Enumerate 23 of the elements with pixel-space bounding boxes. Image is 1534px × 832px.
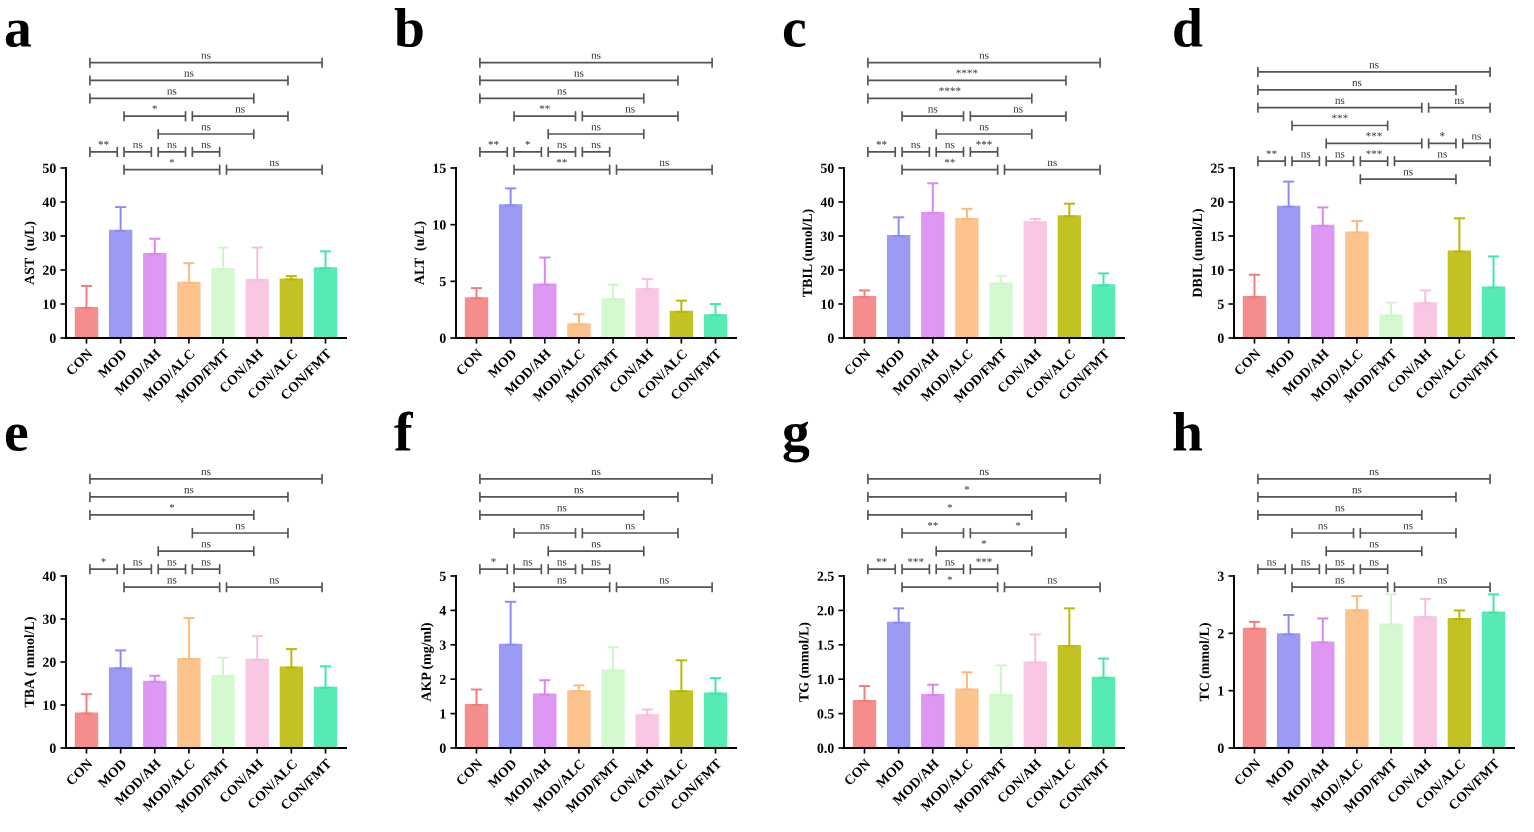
chart-title: h — [1173, 412, 1203, 451]
bar — [955, 217, 979, 338]
chart-title: g — [783, 421, 810, 463]
chart-title: f — [394, 411, 414, 451]
chart-title: a — [5, 20, 31, 48]
bar — [669, 310, 694, 338]
bar — [635, 714, 659, 748]
chart-title: d — [1174, 8, 1203, 48]
chart-title: e — [5, 424, 28, 452]
bar — [1023, 221, 1047, 338]
bar — [635, 288, 659, 338]
bar — [852, 296, 877, 338]
bar — [279, 278, 304, 338]
bar — [143, 680, 167, 748]
chart-title: b — [394, 8, 423, 48]
bar — [567, 323, 591, 338]
bar — [1447, 617, 1472, 748]
bar — [1242, 627, 1267, 748]
bar — [464, 297, 489, 338]
bar — [567, 690, 591, 748]
bar — [989, 282, 1013, 338]
chart-title: c — [783, 20, 806, 48]
bar — [921, 693, 945, 748]
